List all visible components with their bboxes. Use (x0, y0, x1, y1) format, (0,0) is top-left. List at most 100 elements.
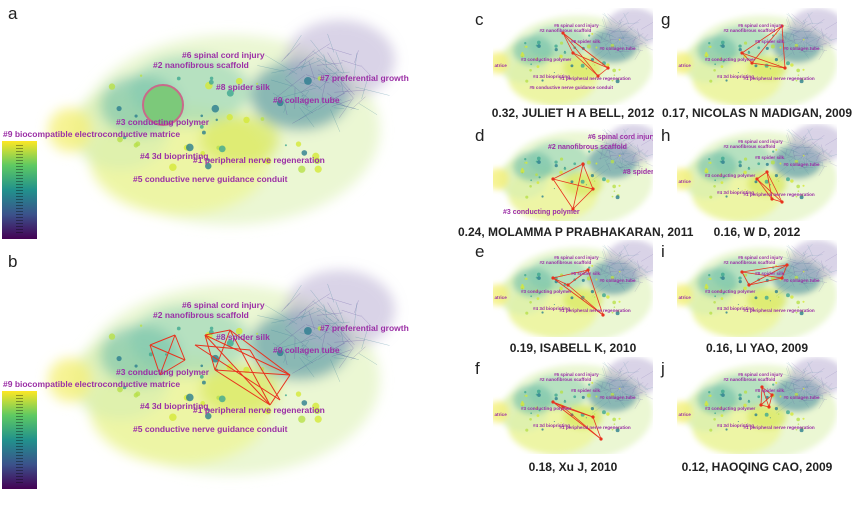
network-edge (786, 367, 789, 376)
network-node (553, 420, 555, 423)
cluster-label-c1: #1 peripheral nerve regeneration (743, 307, 815, 313)
network-edge (614, 160, 617, 165)
network-edge (802, 28, 809, 40)
cluster-label-c0: #0 collagen tube (599, 277, 636, 283)
network-node (606, 295, 610, 299)
network-node (588, 34, 591, 37)
cluster-region (677, 401, 693, 423)
network-edge (316, 312, 343, 316)
network-edge (791, 13, 804, 25)
network-node (738, 48, 742, 52)
network-edge (818, 281, 825, 292)
network-edge (791, 129, 804, 141)
network-edge (318, 319, 340, 340)
highlight-node (601, 313, 605, 317)
network-edge (617, 269, 631, 270)
network-edge (815, 267, 830, 276)
network-node (744, 422, 746, 424)
network-edge (602, 129, 617, 141)
network-edge (801, 281, 809, 291)
network-node (618, 68, 621, 71)
network-node (560, 422, 562, 424)
cluster-region (100, 325, 180, 385)
network-edge (793, 378, 805, 384)
network-edge (609, 267, 612, 276)
network-edge (619, 252, 622, 259)
network-edge (801, 165, 809, 175)
network-edge (825, 371, 837, 379)
cluster-label-c9short: atrice (678, 178, 691, 184)
network-node (559, 157, 564, 161)
network-edge (807, 368, 825, 381)
network-edge (598, 154, 614, 160)
network-edge (782, 38, 798, 44)
cluster-label-c2: #2 nanofibrous scaffold (539, 260, 592, 265)
network-node (744, 73, 746, 75)
network-node (738, 397, 742, 401)
network-node (720, 65, 724, 68)
network-edge (617, 281, 625, 291)
cluster-label-c3: #3 conducting polymer (705, 56, 756, 62)
cluster-region (513, 151, 553, 182)
network-edge (323, 304, 328, 318)
network-edge (784, 148, 788, 160)
network-node (769, 68, 771, 70)
network-edge (800, 244, 813, 256)
network-edge (288, 299, 316, 325)
network-edge (786, 18, 789, 27)
network-node (802, 270, 805, 273)
network-edge (285, 57, 315, 78)
highlight-node (765, 170, 769, 174)
network-edge (818, 49, 825, 60)
network-edge (811, 257, 817, 262)
network-edge (633, 261, 649, 274)
network-node (714, 295, 717, 298)
network-edge (801, 49, 809, 59)
network-node (709, 161, 712, 164)
network-node (613, 423, 616, 425)
network-edge (618, 260, 625, 272)
network-edge (617, 45, 628, 51)
network-edge (791, 281, 795, 288)
network-node (713, 69, 716, 72)
network-node (284, 144, 287, 147)
cluster-label-c0: #0 collagen tube (783, 161, 820, 167)
cluster-region (697, 151, 737, 182)
network-edge (615, 21, 624, 27)
cluster-label-c9: #9 biocompatible electroconductive matri… (3, 129, 181, 139)
network-node (133, 142, 139, 148)
network-edge (283, 101, 287, 113)
network-edge (619, 41, 623, 53)
network-edge (600, 264, 604, 276)
network-map-j: #6 spinal cord injury #2 nanofibrous scaf… (677, 357, 837, 454)
network-node (560, 305, 562, 307)
network-edge (298, 347, 332, 370)
network-edge (799, 253, 808, 259)
highlight-citation-edge (592, 416, 602, 440)
network-edge (327, 47, 352, 56)
network-edge (617, 161, 628, 167)
network-edge (299, 357, 315, 378)
network-node (764, 179, 769, 184)
network-edge (632, 382, 644, 391)
network-edge (300, 60, 321, 69)
network-node (585, 417, 587, 419)
network-edge (811, 374, 817, 379)
network-edge (798, 283, 814, 285)
cluster-label-c8: #8 spider silk (216, 332, 270, 342)
cluster-region (513, 35, 553, 66)
network-edge (634, 398, 641, 409)
network-edge (593, 165, 605, 174)
network-node (704, 285, 709, 290)
network-edge (778, 148, 792, 158)
network-edge (641, 254, 653, 262)
panel-c-caption: 0.32, JULIET H A BELL, 2012 (491, 106, 655, 120)
cluster-region (563, 171, 603, 197)
network-edge (637, 28, 641, 40)
highlight-citation-edge (756, 171, 768, 180)
network-node (779, 162, 782, 165)
network-node (256, 82, 259, 85)
network-edge (606, 33, 617, 39)
network-edge (327, 297, 352, 306)
network-edge (360, 315, 377, 332)
